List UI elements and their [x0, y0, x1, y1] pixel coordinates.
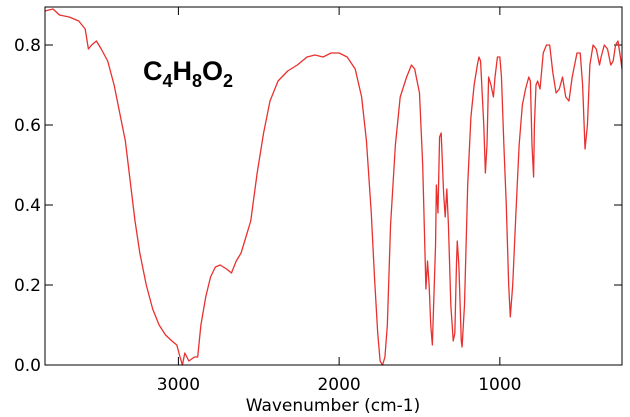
y-tick-label: 0.2: [14, 276, 41, 296]
formula-element: O: [202, 56, 223, 86]
x-tick-label: 3000: [157, 375, 200, 395]
x-tick-label: 1000: [478, 375, 521, 395]
y-tick-label: 0.6: [14, 116, 41, 136]
y-tick-label: 0.0: [14, 356, 41, 376]
formula-subscript: 4: [163, 71, 173, 91]
spectrum-line: [44, 8, 623, 366]
y-tick-label: 0.4: [14, 196, 41, 216]
formula-element: H: [173, 56, 193, 86]
formula-subscript: 8: [192, 71, 202, 91]
formula-element: C: [143, 56, 163, 86]
formula-annotation: C4H8O2: [143, 56, 233, 91]
formula-subscript: 2: [223, 71, 233, 91]
y-tick-label: 0.8: [14, 36, 41, 56]
x-axis-label: Wavenumber (cm-1): [246, 396, 421, 416]
plot-frame: [44, 6, 623, 366]
x-tick-label: 2000: [317, 375, 360, 395]
